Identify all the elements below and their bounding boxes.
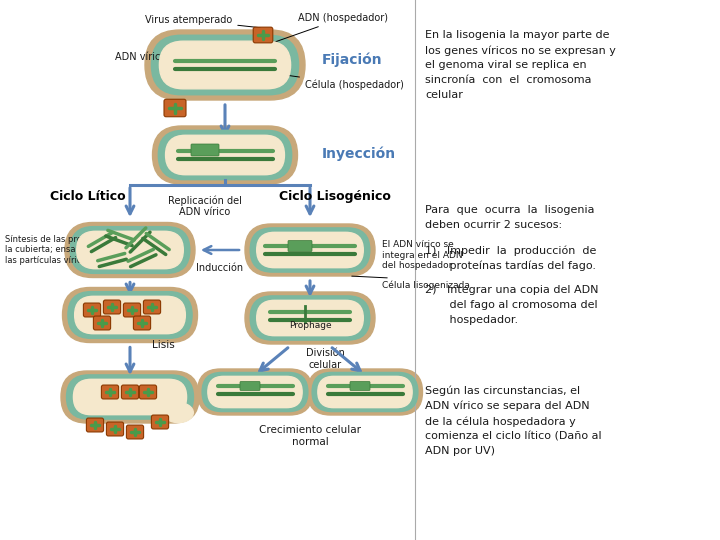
- FancyBboxPatch shape: [65, 222, 195, 278]
- FancyBboxPatch shape: [104, 300, 121, 314]
- FancyBboxPatch shape: [159, 41, 291, 89]
- FancyBboxPatch shape: [251, 296, 370, 340]
- Text: Ciclo Lisogénico: Ciclo Lisogénico: [279, 190, 391, 203]
- Text: El ADN vírico se
integra en el ADN
del hospedador: El ADN vírico se integra en el ADN del h…: [382, 240, 463, 270]
- Text: ADN vírico: ADN vírico: [115, 52, 202, 62]
- FancyBboxPatch shape: [257, 300, 364, 336]
- FancyBboxPatch shape: [240, 381, 260, 390]
- Text: Virus atemperado: Virus atemperado: [145, 15, 260, 28]
- FancyBboxPatch shape: [84, 303, 101, 317]
- Text: 2)   Integrar una copia del ADN
       del fago al cromosoma del
       hospedad: 2) Integrar una copia del ADN del fago a…: [425, 285, 598, 325]
- FancyBboxPatch shape: [151, 415, 168, 429]
- Text: En la lisogenia la mayor parte de
los genes víricos no se expresan y
el genoma v: En la lisogenia la mayor parte de los ge…: [425, 30, 616, 100]
- Text: Ciclo Lítico: Ciclo Lítico: [50, 190, 126, 203]
- FancyBboxPatch shape: [145, 30, 305, 100]
- Text: Crecimiento celular
normal: Crecimiento celular normal: [259, 425, 361, 447]
- FancyBboxPatch shape: [257, 232, 364, 268]
- FancyBboxPatch shape: [318, 376, 412, 408]
- FancyBboxPatch shape: [63, 287, 197, 342]
- Text: Fijación: Fijación: [322, 53, 382, 68]
- FancyBboxPatch shape: [133, 316, 150, 330]
- FancyBboxPatch shape: [86, 418, 104, 432]
- FancyBboxPatch shape: [202, 373, 308, 411]
- Text: División
celular: División celular: [305, 348, 344, 369]
- FancyBboxPatch shape: [102, 385, 119, 399]
- FancyBboxPatch shape: [75, 296, 185, 334]
- FancyBboxPatch shape: [107, 422, 124, 436]
- FancyBboxPatch shape: [66, 375, 194, 419]
- FancyBboxPatch shape: [312, 373, 418, 411]
- FancyBboxPatch shape: [245, 224, 375, 276]
- Text: Para  que  ocurra  la  lisogenia
deben ocurrir 2 sucesos:: Para que ocurra la lisogenia deben ocurr…: [425, 205, 595, 230]
- FancyBboxPatch shape: [140, 385, 157, 399]
- Text: Célula lisogenizada: Célula lisogenizada: [382, 280, 470, 289]
- FancyBboxPatch shape: [68, 292, 192, 339]
- FancyBboxPatch shape: [164, 99, 186, 117]
- FancyBboxPatch shape: [251, 228, 370, 272]
- FancyBboxPatch shape: [61, 371, 199, 423]
- Text: Célula (hospedador): Célula (hospedador): [288, 76, 404, 90]
- FancyBboxPatch shape: [151, 35, 299, 94]
- Text: ADN (hospedador): ADN (hospedador): [258, 13, 388, 48]
- Text: Inducción: Inducción: [197, 263, 243, 273]
- FancyBboxPatch shape: [191, 144, 219, 156]
- FancyBboxPatch shape: [70, 227, 190, 273]
- Text: Inyección: Inyección: [322, 147, 396, 161]
- FancyBboxPatch shape: [350, 381, 370, 390]
- Text: Según las circunstancias, el
ADN vírico se separa del ADN
de la célula hospedado: Según las circunstancias, el ADN vírico …: [425, 385, 602, 456]
- FancyBboxPatch shape: [197, 369, 312, 415]
- FancyBboxPatch shape: [143, 300, 161, 314]
- FancyBboxPatch shape: [208, 376, 302, 408]
- Text: Replicación del
ADN vírico: Replicación del ADN vírico: [168, 195, 242, 217]
- FancyBboxPatch shape: [77, 231, 184, 269]
- FancyBboxPatch shape: [127, 425, 143, 439]
- Text: Prophage: Prophage: [289, 321, 331, 330]
- FancyBboxPatch shape: [153, 126, 297, 184]
- FancyBboxPatch shape: [122, 385, 138, 399]
- Text: Síntesis de las proteínas de
la cubierta; ensamblaje de
las partículas víricas: Síntesis de las proteínas de la cubierta…: [5, 235, 121, 265]
- FancyBboxPatch shape: [245, 292, 375, 344]
- FancyBboxPatch shape: [158, 130, 292, 180]
- FancyBboxPatch shape: [288, 240, 312, 252]
- Text: Lisis: Lisis: [152, 340, 175, 350]
- FancyBboxPatch shape: [94, 316, 111, 330]
- FancyBboxPatch shape: [307, 369, 423, 415]
- FancyBboxPatch shape: [253, 27, 273, 43]
- FancyBboxPatch shape: [166, 136, 284, 175]
- FancyBboxPatch shape: [123, 303, 140, 317]
- Text: 1)   Impedir  la  producción  de
       proteínas tardías del fago.: 1) Impedir la producción de proteínas ta…: [425, 245, 596, 271]
- Ellipse shape: [163, 403, 193, 423]
- FancyBboxPatch shape: [73, 379, 186, 415]
